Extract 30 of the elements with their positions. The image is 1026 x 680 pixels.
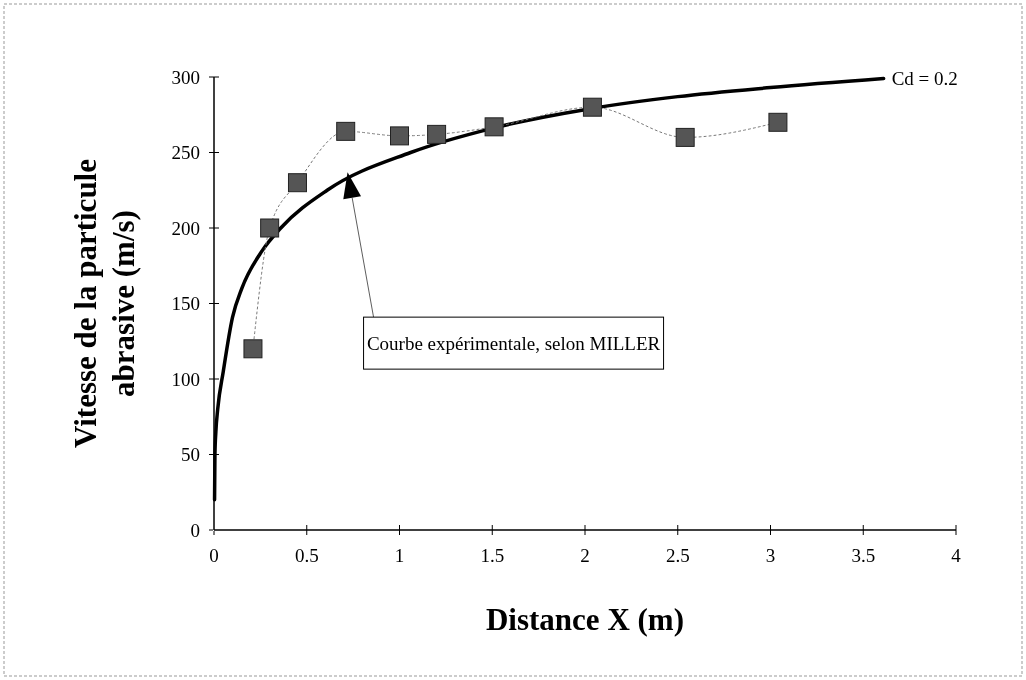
point [260,218,280,238]
y-tick-label: 100 [171,368,200,390]
x-tick-label: 2.5 [665,545,690,566]
point [768,112,788,132]
y-tick-label: 150 [171,293,200,315]
x-tick-label: 2 [580,545,590,566]
y-tick-label: 300 [171,66,200,88]
y-tick-label: 200 [171,217,200,239]
point [427,124,447,144]
x-tick-label: 3 [765,545,776,566]
point [336,121,356,141]
y-tick-label: 50 [181,444,200,466]
x-tick-label: 1 [394,545,405,566]
point [582,97,602,117]
y-tick-label: 250 [171,142,200,164]
y-tick-label: 0 [190,519,200,541]
x-tick-label: 0 [209,545,219,566]
x-tick-label: 3.5 [851,545,876,566]
annotation: Courbe expérimentale, selon MILLER [366,332,661,354]
point [484,117,504,137]
point [675,127,695,147]
x-tick-label: 0.5 [294,545,319,566]
point [390,126,409,146]
x-tick-label: 4 [951,545,962,566]
series-label: Cd = 0.2 [891,68,958,90]
point [287,173,307,193]
x-tick-label: 1.5 [480,545,505,566]
y-axis-title: Vitesse de la particule abrasive (m/s) [68,159,141,448]
point [243,339,263,359]
x-axis-title: Distance X (m) [485,602,685,637]
